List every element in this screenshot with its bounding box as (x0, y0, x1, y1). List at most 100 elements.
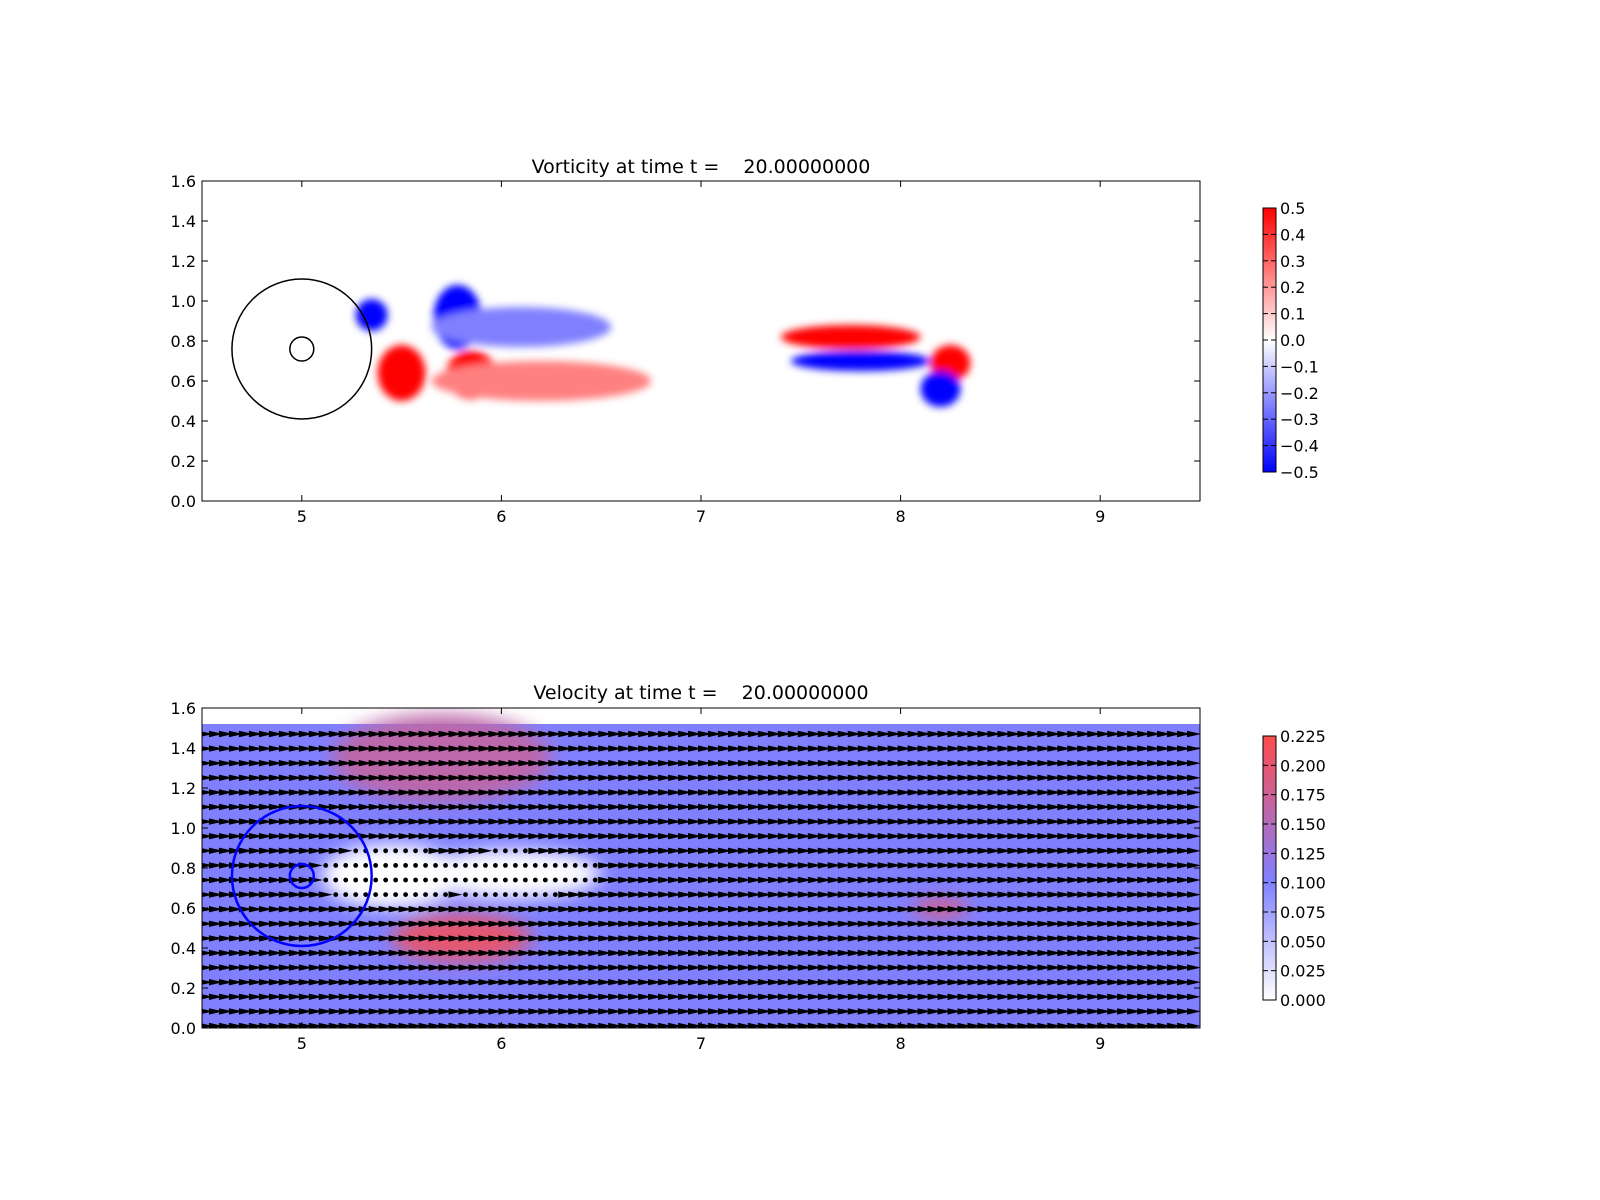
velocity-arrow (688, 803, 703, 811)
velocity-arrow (1017, 949, 1032, 957)
velocity-arrow (298, 774, 313, 781)
velocity-arrow (408, 920, 423, 927)
velocity-arrow (787, 803, 802, 811)
velocity-region (331, 714, 552, 802)
velocity-arrow (1147, 993, 1162, 1000)
velocity-arrow (797, 774, 812, 781)
velocity-arrow (987, 745, 1002, 752)
velocity-arrow (218, 935, 233, 942)
velocity-arrow (767, 745, 782, 752)
velocity-arrow (1067, 833, 1082, 840)
velocity-arrow (837, 979, 852, 986)
velocity-arrow (1047, 964, 1062, 971)
velocity-arrow (787, 847, 802, 854)
velocity-arrow (228, 906, 243, 913)
velocity-arrow (737, 745, 752, 752)
velocity-arrow (827, 847, 842, 854)
velocity-arrow (827, 949, 842, 957)
velocity-arrow (1177, 979, 1192, 986)
velocity-arrow (688, 1008, 703, 1015)
velocity-arrow (757, 891, 772, 898)
velocity-arrow (837, 862, 852, 869)
velocity-arrow (628, 803, 643, 811)
velocity-arrow (608, 789, 623, 796)
velocity-arrow (398, 993, 413, 1000)
velocity-arrow (688, 774, 703, 781)
velocity-arrow (678, 730, 693, 738)
velocity-arrow (548, 979, 563, 986)
velocity-arrow (837, 745, 852, 752)
velocity-arrow (1087, 730, 1102, 738)
velocity-arrow (1167, 847, 1182, 854)
velocity-arrow (478, 803, 493, 811)
velocity-arrow (438, 906, 453, 913)
velocity-arrow (917, 818, 932, 825)
velocity-arrow (598, 1008, 613, 1015)
velocity-arrow (558, 818, 573, 825)
velocity-arrow (328, 789, 343, 796)
velocity-arrow (628, 789, 643, 796)
velocity-dot (483, 863, 488, 868)
velocity-arrow (807, 891, 822, 898)
velocity-arrow (997, 964, 1012, 971)
velocity-arrow (358, 789, 373, 796)
velocity-arrow (488, 964, 503, 971)
velocity-arrow (468, 833, 483, 840)
velocity-arrow (328, 964, 343, 971)
velocity-arrow (777, 730, 792, 738)
velocity-arrow (638, 891, 653, 898)
velocity-arrow (757, 847, 772, 854)
velocity-arrow (1007, 891, 1022, 898)
velocity-arrow (498, 993, 513, 1000)
velocity-arrow (288, 906, 303, 913)
velocity-arrow (228, 964, 243, 971)
velocity-arrow (797, 745, 812, 752)
velocity-arrow (977, 745, 992, 752)
velocity-arrow (947, 920, 962, 927)
velocity-arrow (947, 847, 962, 854)
velocity-arrow (428, 979, 443, 986)
velocity-arrow (957, 862, 972, 869)
velocity-arrow (638, 847, 653, 854)
velocity-arrow (967, 876, 982, 884)
velocity-arrow (258, 847, 273, 854)
velocity-arrow (518, 730, 533, 738)
velocity-arrow (967, 847, 982, 854)
velocity-arrow (202, 731, 213, 737)
velocity-arrow (1047, 803, 1062, 811)
velocity-arrow (797, 803, 812, 811)
velocity-arrow (518, 964, 533, 971)
velocity-arrow (1077, 730, 1092, 738)
velocity-arrow (707, 862, 722, 869)
velocity-arrow (568, 760, 583, 767)
velocity-arrow (678, 789, 693, 796)
velocity-arrow (588, 803, 603, 811)
velocity-arrow (378, 803, 393, 811)
velocity-arrow (927, 803, 942, 811)
velocity-arrow (458, 833, 473, 840)
velocity-arrow (518, 1008, 533, 1015)
velocity-arrow (218, 906, 233, 913)
velocity-arrow (558, 906, 573, 913)
velocity-arrow (977, 891, 992, 898)
velocity-arrow (1137, 847, 1152, 854)
colorbar-tick-label: 0.075 (1280, 903, 1326, 922)
velocity-arrow (238, 935, 253, 942)
velocity-arrow (1057, 745, 1072, 752)
velocity-arrow (218, 920, 233, 927)
velocity-arrow (1107, 891, 1122, 898)
velocity-arrow (997, 920, 1012, 927)
velocity-arrow (628, 935, 643, 942)
velocity-arrow (358, 745, 373, 752)
velocity-arrow (877, 789, 892, 796)
velocity-arrow (1077, 774, 1092, 781)
velocity-arrow (368, 730, 383, 738)
velocity-arrow (887, 833, 902, 840)
velocity-arrow (208, 979, 223, 986)
velocity-arrow (1037, 760, 1052, 767)
velocity-arrow (278, 935, 293, 942)
velocity-arrow (1007, 818, 1022, 825)
velocity-arrow (837, 1008, 852, 1015)
velocity-arrow (688, 862, 703, 869)
velocity-arrow (867, 730, 882, 738)
